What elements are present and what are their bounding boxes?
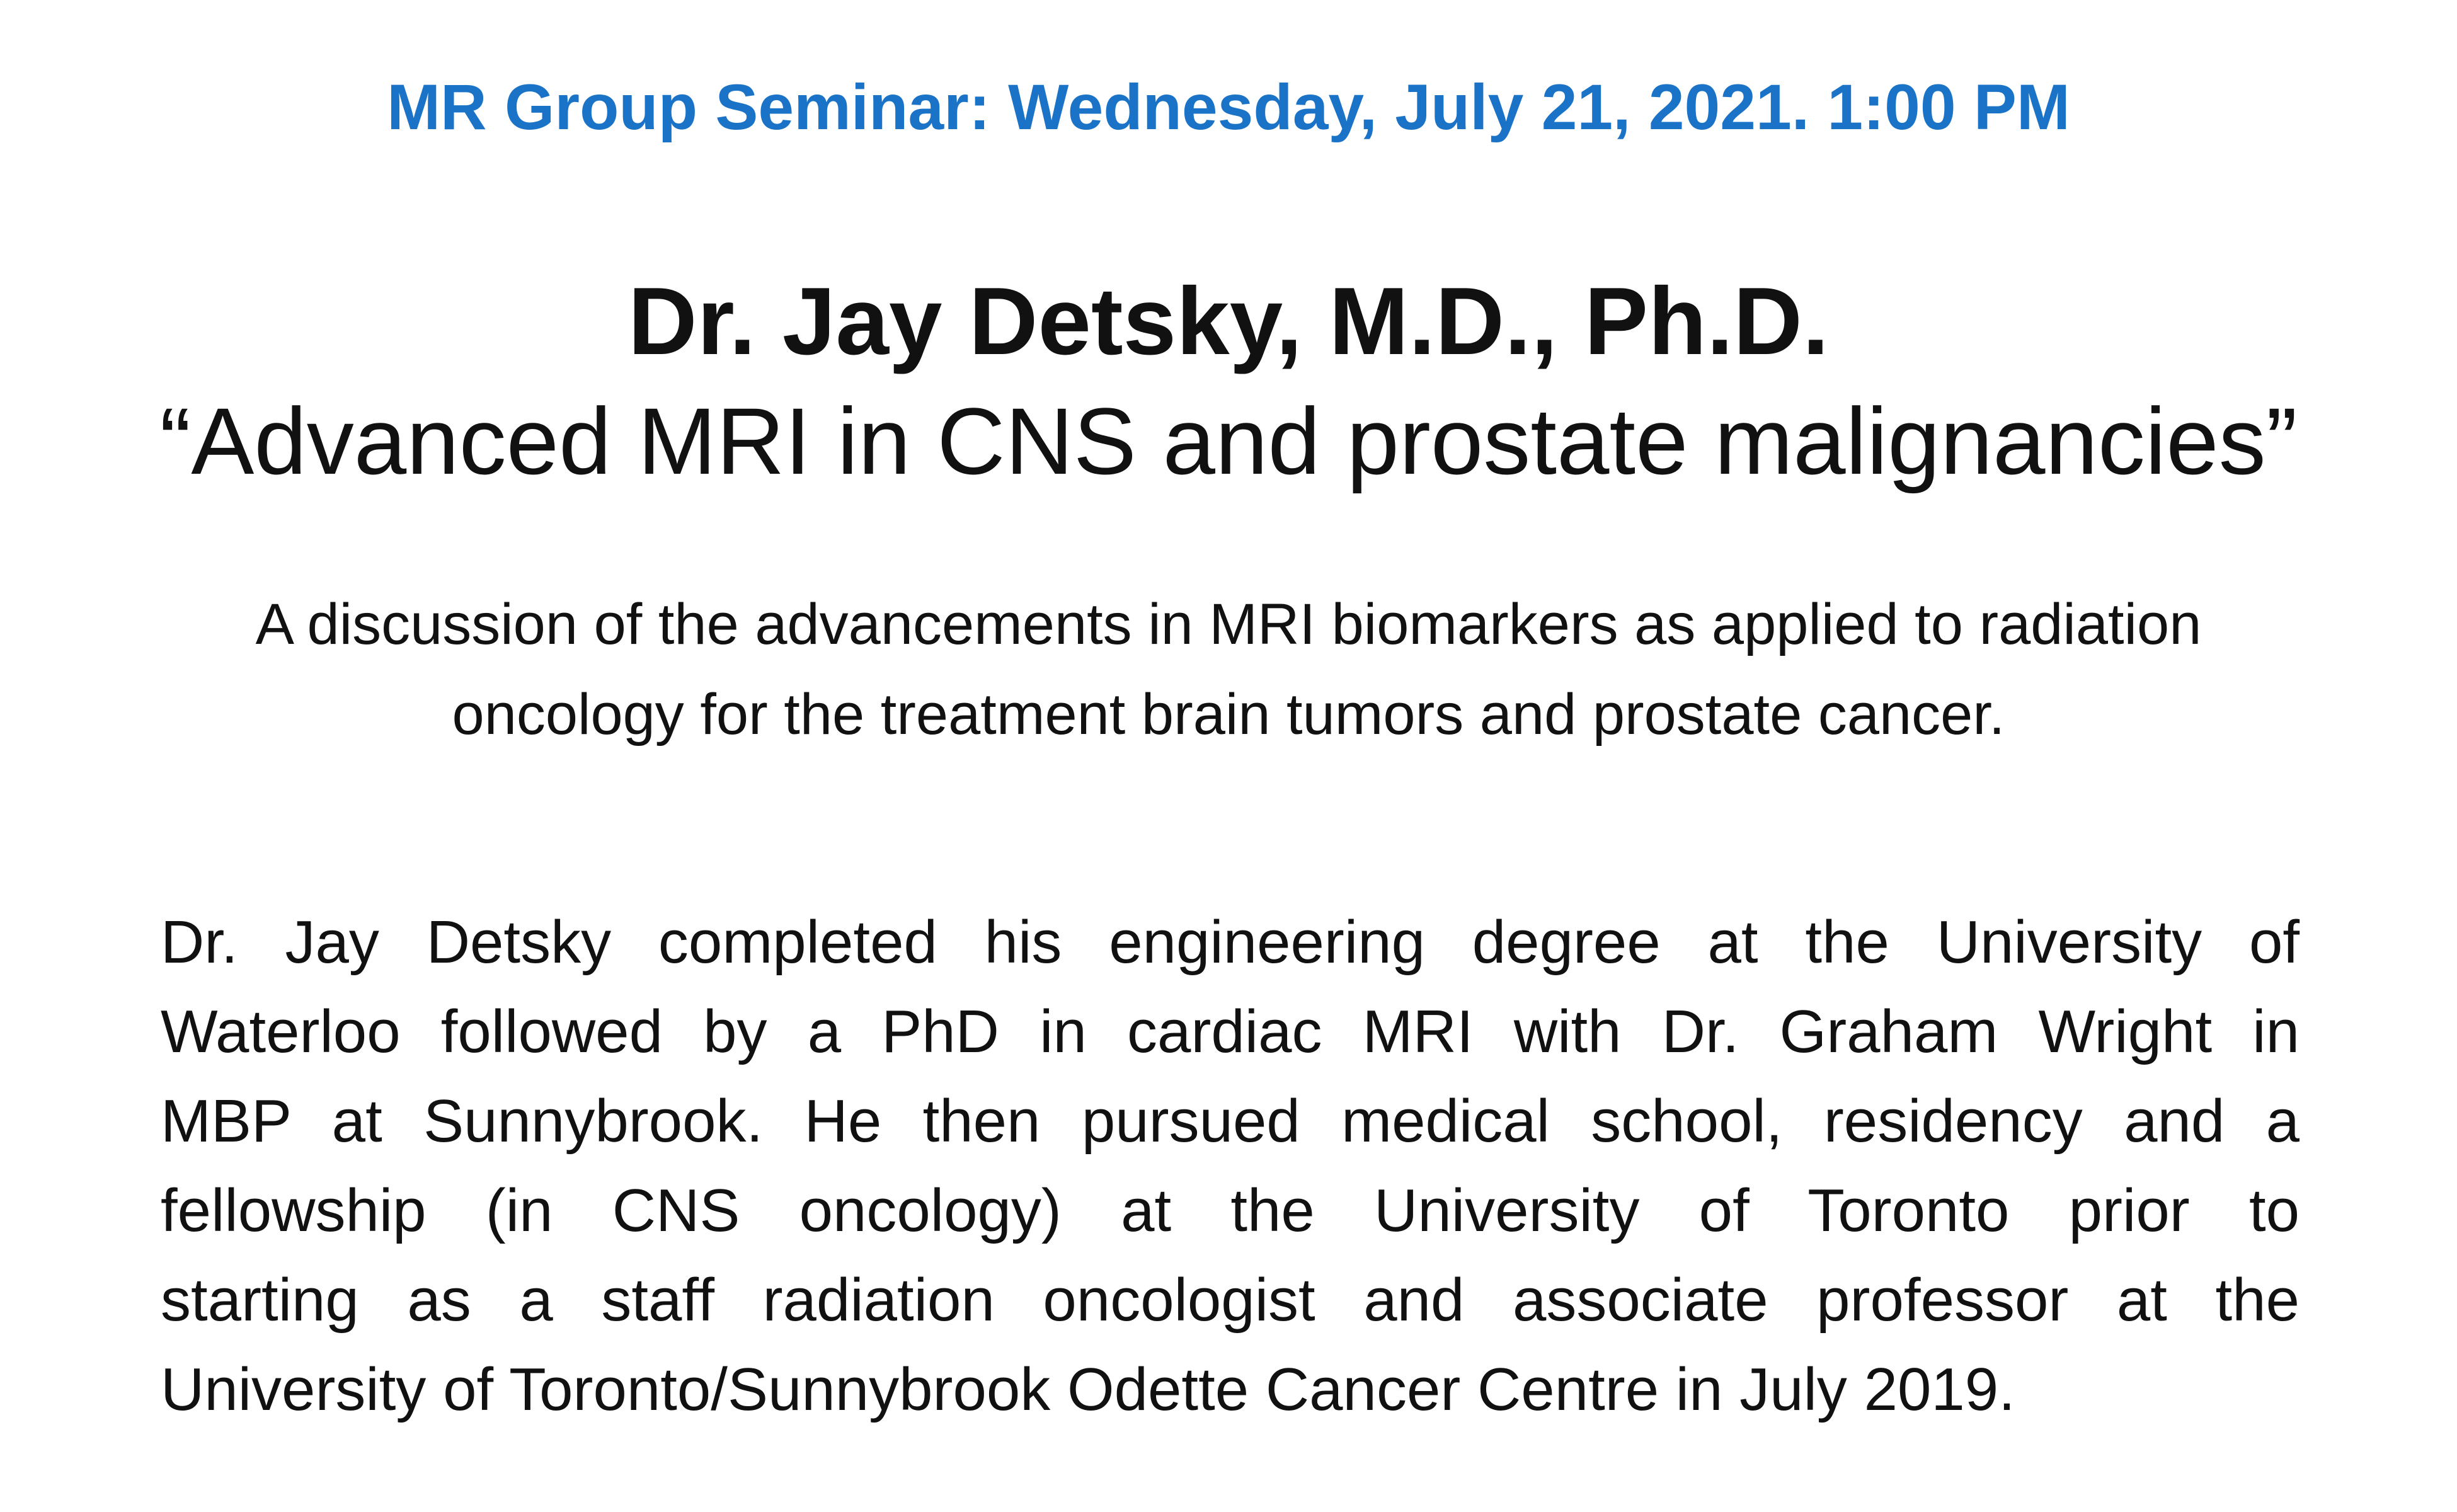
bio-line: Dr. Jay Detsky completed his engineering…: [161, 908, 2300, 976]
bio-line: MBP at Sunnybrook. He then pursued medic…: [161, 1087, 2300, 1155]
abstract-line: A discussion of the advancements in MRI …: [255, 592, 2202, 656]
speaker-bio: Dr. Jay Detsky completed his engineering…: [161, 898, 2300, 1435]
talk-title: “Advanced MRI in CNS and prostate malign…: [159, 388, 2298, 494]
seminar-header: MR Group Seminar: Wednesday, July 21, 20…: [387, 71, 2070, 143]
abstract-line: oncology for the treatment brain tumors …: [452, 682, 2005, 747]
bio-line: University of Toronto/Sunnybrook Odette …: [161, 1356, 2015, 1423]
speaker-name: Dr. Jay Detsky, M.D., Ph.D.: [627, 268, 1830, 375]
abstract: A discussion of the advancements in MRI …: [63, 580, 2394, 760]
bio-line: starting as a staff radiation oncologist…: [161, 1266, 2300, 1334]
bio-line: Waterloo followed by a PhD in cardiac MR…: [161, 998, 2300, 1065]
bio-line: fellowship (in CNS oncology) at the Univ…: [161, 1177, 2300, 1244]
